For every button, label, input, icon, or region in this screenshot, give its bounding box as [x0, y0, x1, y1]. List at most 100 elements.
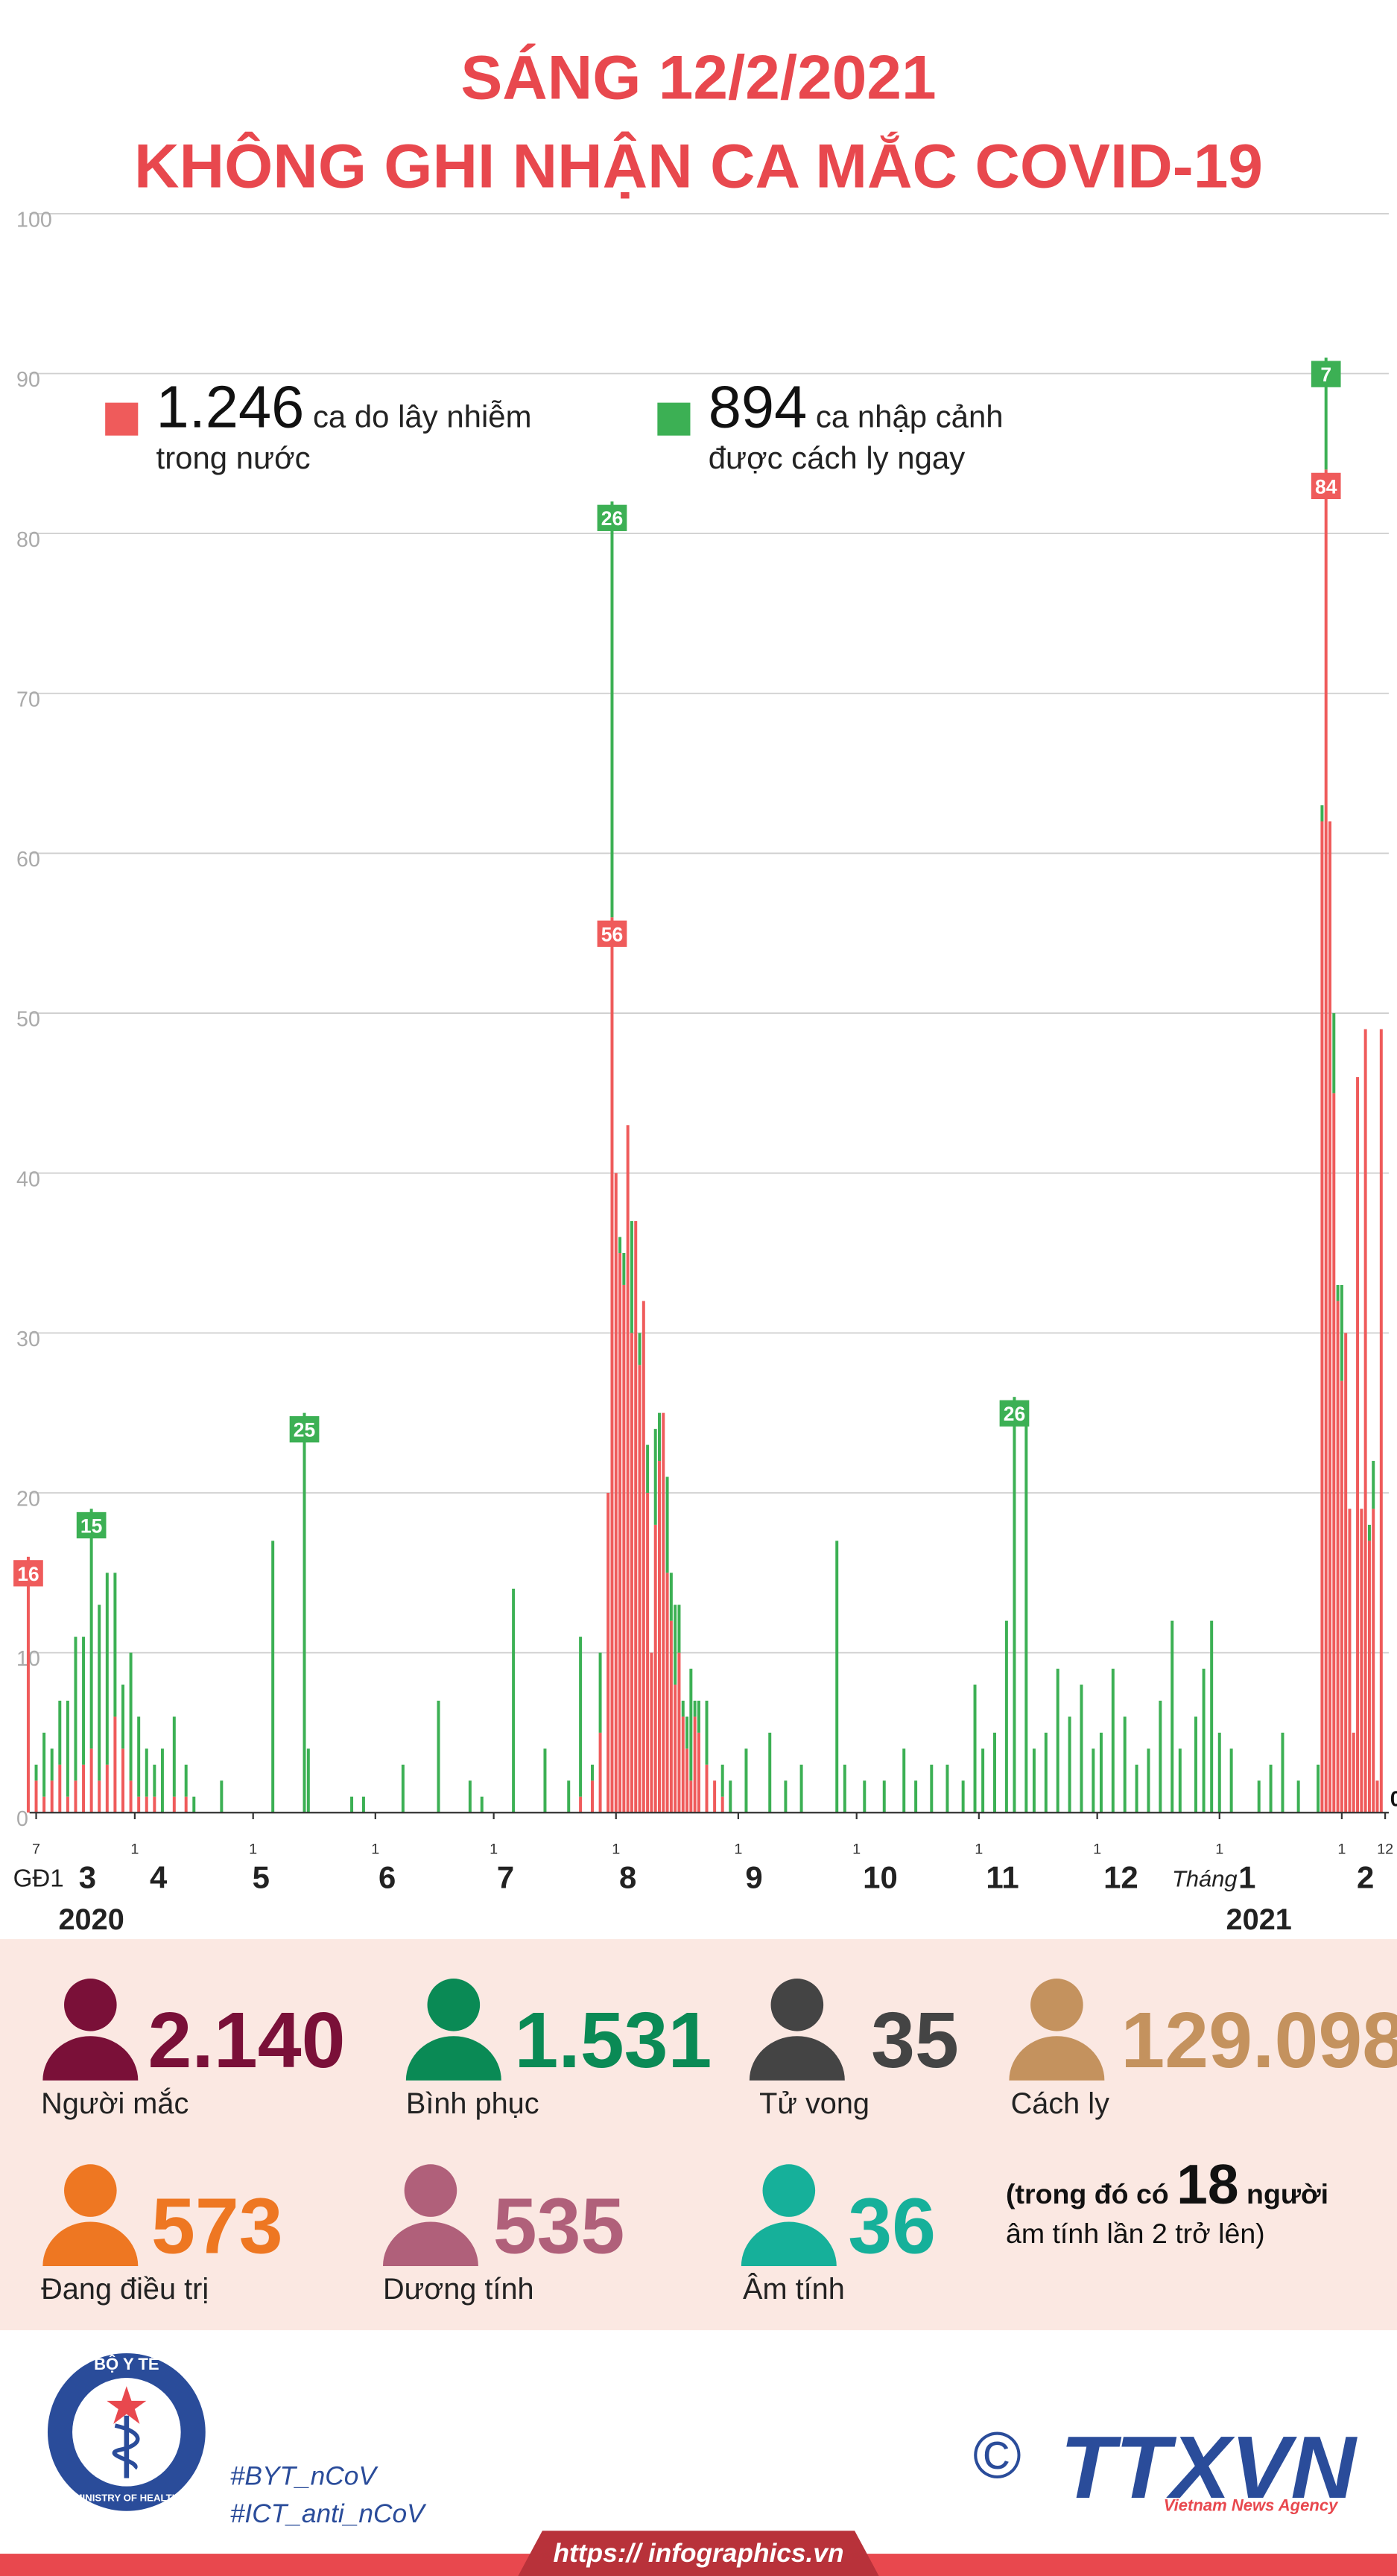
note: (trong đó có 18 người âm tính lần 2 trở l… — [1006, 2156, 1387, 2254]
bar — [598, 1732, 602, 1813]
bar — [681, 1700, 685, 1717]
bar — [26, 1556, 30, 1813]
bar — [145, 1748, 148, 1797]
bar — [1013, 1397, 1016, 1813]
bar — [271, 1541, 275, 1813]
bar — [665, 1573, 669, 1813]
bar — [843, 1764, 846, 1813]
bar — [650, 1652, 653, 1813]
x-tick-label: 7 — [32, 1841, 40, 1857]
data-label-box — [76, 1511, 107, 1539]
bar — [598, 1652, 602, 1733]
y-tick-label: 90 — [16, 368, 40, 392]
logo-top: BỘ Y TẾ — [94, 2355, 159, 2373]
stat: 129.098 Cách ly — [1009, 1979, 1397, 2120]
bar — [677, 1605, 681, 1653]
bar — [1004, 1620, 1008, 1813]
data-label: 16 — [17, 1563, 39, 1585]
bar — [626, 1125, 630, 1813]
bar — [638, 1333, 642, 1365]
bar — [129, 1652, 133, 1781]
bar — [705, 1700, 709, 1765]
bar — [689, 1669, 693, 1781]
bar — [1360, 1509, 1363, 1813]
url-tab — [518, 2531, 879, 2576]
stat-value: 535 — [493, 2182, 625, 2270]
bar — [1170, 1620, 1174, 1813]
bar — [153, 1796, 156, 1813]
bar — [618, 1237, 622, 1254]
bar — [172, 1796, 176, 1813]
bar — [145, 1796, 148, 1813]
x-tick-label: 12 — [1377, 1841, 1393, 1857]
month-label: 2 — [1357, 1860, 1374, 1895]
bar — [685, 1748, 689, 1813]
bar — [1257, 1780, 1261, 1813]
bar — [82, 1637, 86, 1765]
bar — [1123, 1716, 1127, 1813]
bar — [945, 1764, 949, 1813]
stat-label: Đang điều trị — [41, 2273, 209, 2306]
legend-total: 1.246 — [156, 378, 305, 441]
bar — [697, 1732, 700, 1813]
bar — [42, 1732, 46, 1797]
note-text: người — [1246, 2179, 1329, 2211]
bar — [468, 1780, 472, 1813]
bar — [105, 1573, 109, 1765]
bar — [1194, 1716, 1197, 1813]
bar — [220, 1780, 224, 1813]
y-tick-label: 70 — [16, 688, 40, 711]
stat-label: Bình phục — [406, 2087, 539, 2120]
bar — [74, 1637, 77, 1781]
bar — [579, 1796, 583, 1813]
y-tick-label: 20 — [16, 1488, 40, 1511]
logo-bottom: MINISTRY OF HEALTH — [74, 2492, 179, 2503]
bar — [160, 1748, 164, 1813]
bar — [973, 1684, 977, 1813]
note-number: 18 — [1176, 2156, 1239, 2217]
bar — [1068, 1716, 1071, 1813]
bar — [784, 1780, 788, 1813]
bar — [693, 1716, 697, 1813]
bar — [192, 1796, 196, 1813]
month-label: 5 — [253, 1860, 270, 1895]
x-tick-label: 1 — [1215, 1841, 1223, 1857]
ministry-logo: BỘ Y TẾ MINISTRY OF HEALTH — [47, 2353, 206, 2511]
bar — [606, 1492, 610, 1813]
x-tick-label: 1 — [371, 1841, 379, 1857]
bar — [153, 1764, 156, 1797]
bar — [614, 1173, 618, 1813]
bar — [58, 1764, 62, 1813]
x-tick-label: 1 — [1337, 1841, 1346, 1857]
bar — [882, 1780, 886, 1813]
bar — [1217, 1732, 1221, 1813]
bar — [579, 1637, 583, 1797]
bar — [1147, 1748, 1150, 1813]
bar — [121, 1748, 124, 1813]
bar — [1375, 1780, 1379, 1813]
data-label-box — [13, 1560, 43, 1587]
bar — [1328, 821, 1331, 1813]
data-label: 26 — [1004, 1403, 1025, 1425]
bar — [184, 1796, 188, 1813]
bar — [930, 1764, 934, 1813]
bar — [42, 1796, 46, 1813]
bar — [1324, 358, 1328, 470]
stat-label: Dương tính — [383, 2273, 534, 2306]
x-tick-label: 1 — [734, 1841, 742, 1857]
person-body — [749, 2036, 845, 2081]
person-head — [770, 1979, 824, 2031]
bar — [74, 1780, 77, 1813]
bar — [82, 1764, 86, 1813]
bar — [768, 1732, 772, 1813]
bar — [50, 1748, 54, 1781]
bar — [1352, 1732, 1355, 1813]
data-label: 0 — [1390, 1787, 1397, 1811]
x-tick-label: 1 — [852, 1841, 861, 1857]
bar — [302, 1412, 306, 1813]
stat-label: Cách ly — [1011, 2087, 1109, 2120]
